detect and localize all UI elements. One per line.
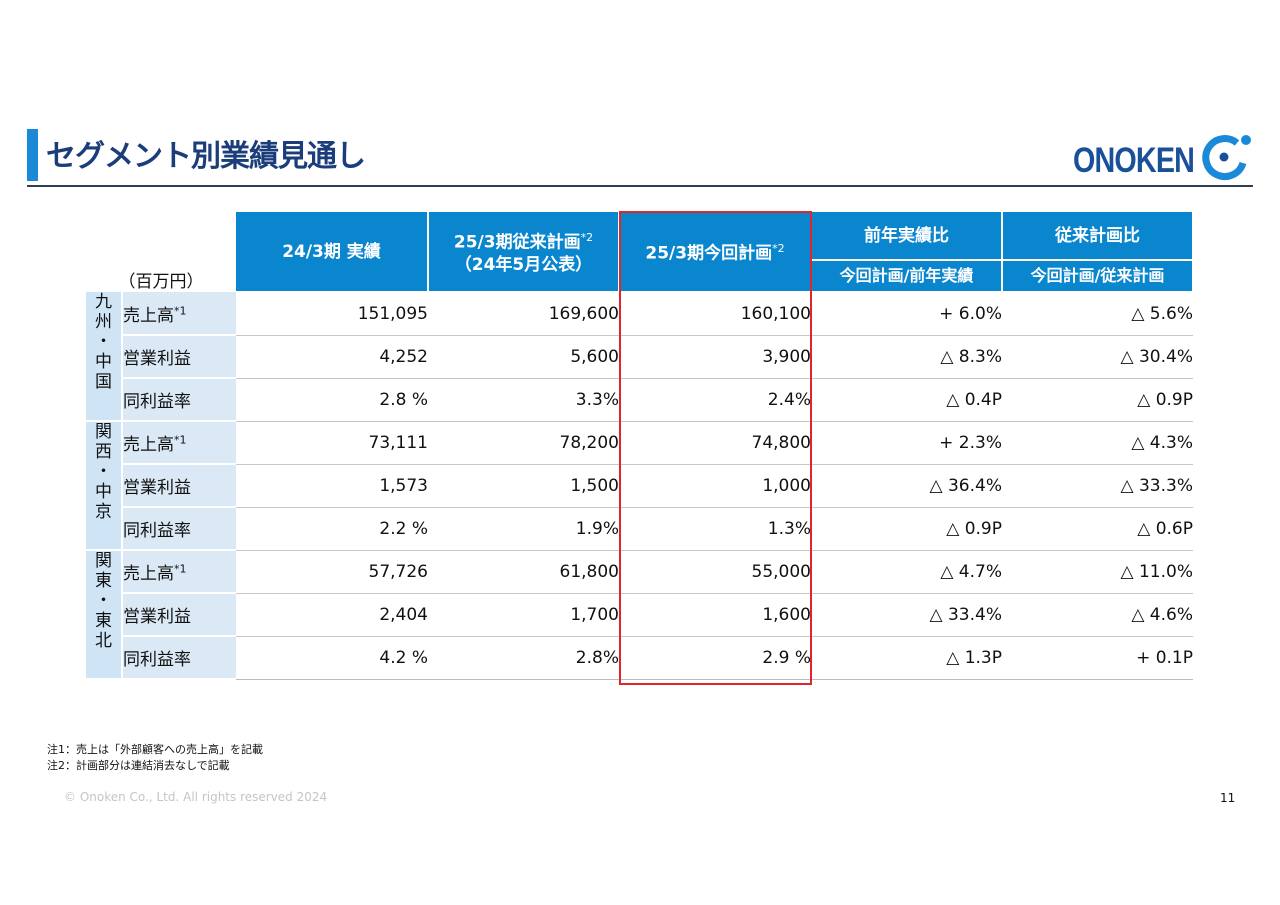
cell-current-plan: 1,000 — [619, 464, 811, 508]
copyright-text: © Onoken Co., Ltd. All rights reserved 2… — [64, 790, 328, 804]
unit-label: （百万円） — [118, 272, 204, 292]
header-current-plan: 25/3期今回計画*2 — [619, 212, 812, 293]
header-vs-plan: 従来計画比 — [1002, 212, 1194, 261]
row-label: 売上高*1 — [122, 421, 236, 465]
cell-actual: 73,111 — [236, 421, 428, 465]
cell-prev-plan: 61,800 — [428, 550, 619, 594]
cell-vs-plan: △ 33.3% — [1002, 464, 1193, 508]
cell-current-plan: 1.3% — [619, 507, 811, 551]
cell-actual: 2,404 — [236, 593, 428, 637]
table-row: 関東・東北 売上高*1 57,726 61,800 55,000 △ 4.7% … — [86, 550, 1193, 680]
page-title: セグメント別業績見通し — [46, 139, 366, 174]
cell-vs-plan: △ 4.3% — [1002, 421, 1193, 465]
cell-yoy: △ 8.3% — [811, 335, 1002, 379]
cell-yoy: △ 0.4P — [811, 378, 1002, 422]
cell-prev-plan: 5,600 — [428, 335, 619, 379]
cell-vs-plan: △ 4.6% — [1002, 593, 1193, 637]
cell-prev-plan: 169,600 — [428, 292, 619, 336]
header-prev-plan: 25/3期従来計画*2 （24年5月公表） — [428, 212, 620, 293]
footnote-1: 注1：売上は「外部顧客への売上高」を記載 — [47, 743, 263, 756]
cell-vs-plan: △ 30.4% — [1002, 335, 1193, 379]
cell-yoy: △ 0.9P — [811, 507, 1002, 551]
cell-yoy: △ 4.7% — [811, 550, 1002, 594]
cell-current-plan: 55,000 — [619, 550, 811, 594]
row-label: 同利益率 — [122, 636, 236, 680]
company-logo: ONOKEN — [1073, 131, 1255, 183]
cell-actual: 151,095 — [236, 292, 428, 336]
cell-actual: 2.8 % — [236, 378, 428, 422]
cell-current-plan: 3,900 — [619, 335, 811, 379]
row-label: 売上高*1 — [122, 292, 236, 336]
header-yoy: 前年実績比 — [811, 212, 1003, 261]
cell-prev-plan: 1,700 — [428, 593, 619, 637]
cell-vs-plan: + 0.1P — [1002, 636, 1193, 680]
title-divider — [27, 185, 1253, 187]
cell-prev-plan: 3.3% — [428, 378, 619, 422]
table-row: 営業利益 1,573 1,500 1,000 △ 36.4% △ 33.3% — [86, 464, 1193, 508]
cell-yoy: + 2.3% — [811, 421, 1002, 465]
row-label: 売上高*1 — [122, 550, 236, 594]
table-row: 営業利益 2,404 1,700 1,600 △ 33.4% △ 4.6% — [86, 593, 1193, 637]
cell-current-plan: 2.4% — [619, 378, 811, 422]
cell-prev-plan: 1,500 — [428, 464, 619, 508]
cell-actual: 4,252 — [236, 335, 428, 379]
segment-table: （百万円） 24/3期 実績 25/3期従来計画*2 （24年5月公表） 25/3… — [86, 212, 1194, 680]
cell-current-plan: 2.9 % — [619, 636, 811, 680]
table-row: 九州・中国 売上高*1 151,095 169,600 160,100 + 6.… — [86, 292, 1193, 422]
cell-yoy: △ 1.3P — [811, 636, 1002, 680]
cell-current-plan: 160,100 — [619, 292, 811, 336]
logo-text: ONOKEN — [1073, 141, 1195, 180]
cell-actual: 4.2 % — [236, 636, 428, 680]
logo-mark-icon — [1202, 135, 1251, 181]
region-label: 関東・東北 — [86, 550, 123, 680]
header-vs-plan-sub: 今回計画/従来計画 — [1002, 260, 1194, 293]
cell-prev-plan: 2.8% — [428, 636, 619, 680]
row-label: 営業利益 — [122, 464, 236, 508]
table-row: 営業利益 4,252 5,600 3,900 △ 8.3% △ 30.4% — [86, 335, 1193, 379]
cell-yoy: + 6.0% — [811, 292, 1002, 336]
cell-current-plan: 1,600 — [619, 593, 811, 637]
region-label: 九州・中国 — [86, 292, 123, 422]
cell-vs-plan: △ 5.6% — [1002, 292, 1193, 336]
page-number: 11 — [1220, 791, 1236, 805]
footnote-2: 注2：計画部分は連結消去なしで記載 — [47, 759, 230, 772]
header-actual: 24/3期 実績 — [236, 212, 429, 293]
row-label: 営業利益 — [122, 593, 236, 637]
cell-yoy: △ 33.4% — [811, 593, 1002, 637]
title-accent-bar — [27, 129, 38, 181]
header-yoy-sub: 今回計画/前年実績 — [811, 260, 1003, 293]
cell-actual: 2.2 % — [236, 507, 428, 551]
cell-yoy: △ 36.4% — [811, 464, 1002, 508]
cell-prev-plan: 1.9% — [428, 507, 619, 551]
row-label: 営業利益 — [122, 335, 236, 379]
table-row: 同利益率 2.8 % 3.3% 2.4% △ 0.4P △ 0.9P — [86, 378, 1193, 422]
cell-actual: 1,573 — [236, 464, 428, 508]
cell-vs-plan: △ 0.9P — [1002, 378, 1193, 422]
table-row: 同利益率 4.2 % 2.8% 2.9 % △ 1.3P + 0.1P — [86, 636, 1193, 680]
cell-prev-plan: 78,200 — [428, 421, 619, 465]
table-row: 同利益率 2.2 % 1.9% 1.3% △ 0.9P △ 0.6P — [86, 507, 1193, 551]
cell-actual: 57,726 — [236, 550, 428, 594]
cell-vs-plan: △ 11.0% — [1002, 550, 1193, 594]
region-label: 関西・中京 — [86, 421, 123, 551]
row-label: 同利益率 — [122, 378, 236, 422]
row-label: 同利益率 — [122, 507, 236, 551]
table-row: 関西・中京 売上高*1 73,111 78,200 74,800 + 2.3% … — [86, 421, 1193, 551]
cell-current-plan: 74,800 — [619, 421, 811, 465]
cell-vs-plan: △ 0.6P — [1002, 507, 1193, 551]
